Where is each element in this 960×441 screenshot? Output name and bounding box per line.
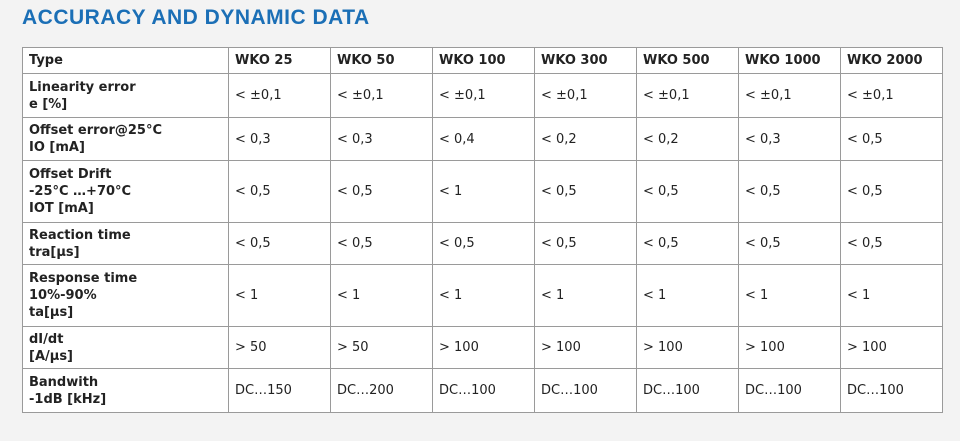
column-header: WKO 50 <box>330 47 433 74</box>
table-row: Response time 10%-90% ta[µs] < 1 < 1 < 1 < 1 < … <box>22 264 943 327</box>
row-label-line: Offset error@25°C <box>29 123 162 138</box>
cell: > 100 <box>840 326 943 369</box>
cell: DC…150 <box>228 368 331 413</box>
cell: DC…100 <box>636 368 739 413</box>
cell: DC…100 <box>432 368 535 413</box>
cell: < ±0,1 <box>534 73 637 118</box>
cell: < 0,5 <box>330 160 433 223</box>
row-label: Bandwith -1dB [kHz] <box>22 368 229 413</box>
cell: < 0,2 <box>534 117 637 161</box>
row-label-line: -25°C …+70°C <box>29 184 132 199</box>
cell: < 0,5 <box>840 222 943 265</box>
row-label-line: dI/dt <box>29 331 64 347</box>
cell: > 100 <box>432 326 535 369</box>
cell: DC…100 <box>738 368 841 413</box>
row-label: Offset Drift -25°C …+70°C IOT [mA] <box>22 160 229 223</box>
row-label-line: Reaction time <box>29 227 131 243</box>
column-header: WKO 500 <box>636 47 739 74</box>
cell: > 100 <box>636 326 739 369</box>
cell: < 0,3 <box>330 117 433 161</box>
row-label-line: Response time <box>29 271 138 286</box>
cell: < 0,5 <box>228 222 331 265</box>
row-label: Response time 10%-90% ta[µs] <box>22 264 229 327</box>
table-row: Offset error@25°C IO [mA] < 0,3 < 0,3 < 0,4 <… <box>22 117 943 161</box>
row-label: dI/dt [A/µs] <box>22 326 229 369</box>
table-row: Linearity error e [%] < ±0,1 < ±0,1 < ±0,1 < … <box>22 73 943 118</box>
row-label: Reaction time tra[µs] <box>22 222 229 265</box>
row-label-line: Bandwith <box>29 374 99 390</box>
row-label-line: 10%-90% <box>29 288 97 303</box>
cell: < 0,3 <box>738 117 841 161</box>
cell: < 0,5 <box>840 117 943 161</box>
cell: DC…200 <box>330 368 433 413</box>
column-header: WKO 2000 <box>840 47 943 74</box>
cell: DC…100 <box>534 368 637 413</box>
row-label-line: IO [mA] <box>29 140 85 155</box>
cell: < 0,5 <box>840 160 943 223</box>
cell: < 1 <box>636 264 739 327</box>
cell: < ±0,1 <box>738 73 841 118</box>
row-label-line: IOT [mA] <box>29 201 94 216</box>
table-row: Offset Drift -25°C …+70°C IOT [mA] < 0,5 < 0… <box>22 160 943 223</box>
cell: < 0,5 <box>738 222 841 265</box>
cell: < 0,5 <box>432 222 535 265</box>
row-label-line: [A/µs] <box>29 348 73 364</box>
column-header: WKO 100 <box>432 47 535 74</box>
cell: < 0,5 <box>228 160 331 223</box>
cell: < 1 <box>228 264 331 327</box>
column-header: Type <box>22 47 229 74</box>
cell: < 1 <box>534 264 637 327</box>
table-row: Bandwith -1dB [kHz] DC…150 DC…200 DC…100 DC…1… <box>22 368 943 413</box>
row-label-line: Linearity error <box>29 79 136 95</box>
cell: < ±0,1 <box>228 73 331 118</box>
cell: < 0,3 <box>228 117 331 161</box>
cell: < 0,5 <box>534 222 637 265</box>
column-header: WKO 300 <box>534 47 637 74</box>
row-label: Offset error@25°C IO [mA] <box>22 117 229 161</box>
column-header: WKO 1000 <box>738 47 841 74</box>
cell: < 0,2 <box>636 117 739 161</box>
cell: < 1 <box>840 264 943 327</box>
cell: < 0,5 <box>636 160 739 223</box>
spec-table: Type WKO 25 WKO 50 WKO 100 WKO 300 WKO 500 WKO… <box>22 47 943 413</box>
cell: > 50 <box>330 326 433 369</box>
row-label-line: -1dB [kHz] <box>29 391 107 407</box>
cell: > 100 <box>534 326 637 369</box>
cell: < ±0,1 <box>636 73 739 118</box>
cell: < 0,4 <box>432 117 535 161</box>
cell: < 1 <box>432 264 535 327</box>
cell: < 1 <box>330 264 433 327</box>
cell: < ±0,1 <box>840 73 943 118</box>
table-row: Reaction time tra[µs] < 0,5 < 0,5 < 0,5 < 0,5… <box>22 222 943 265</box>
cell: < 1 <box>738 264 841 327</box>
cell: DC…100 <box>840 368 943 413</box>
row-label-line: Offset Drift <box>29 167 112 182</box>
cell: > 50 <box>228 326 331 369</box>
cell: < 0,5 <box>636 222 739 265</box>
cell: < ±0,1 <box>432 73 535 118</box>
row-label-line: e [%] <box>29 96 68 112</box>
table-row: dI/dt [A/µs] > 50 > 50 > 100 > 100 > 100 > 100 >… <box>22 326 943 369</box>
row-label-line: ta[µs] <box>29 305 74 320</box>
cell: > 100 <box>738 326 841 369</box>
cell: < ±0,1 <box>330 73 433 118</box>
title: ACCURACY AND DYNAMIC DATA <box>22 6 370 29</box>
header-row: Type WKO 25 WKO 50 WKO 100 WKO 300 WKO 500 WKO… <box>22 47 943 74</box>
cell: < 0,5 <box>738 160 841 223</box>
column-header: WKO 25 <box>228 47 331 74</box>
row-label-line: tra[µs] <box>29 244 80 260</box>
cell: < 0,5 <box>330 222 433 265</box>
cell: < 1 <box>432 160 535 223</box>
cell: < 0,5 <box>534 160 637 223</box>
row-label: Linearity error e [%] <box>22 73 229 118</box>
